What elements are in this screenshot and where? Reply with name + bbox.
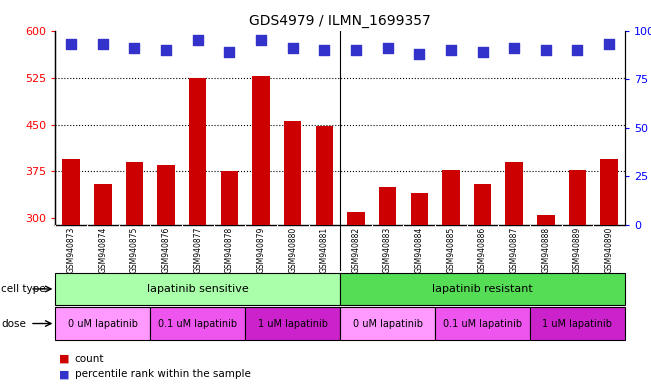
Text: dose: dose	[1, 318, 26, 329]
Bar	[474, 184, 492, 384]
Text: 0 uM lapatinib: 0 uM lapatinib	[353, 318, 422, 329]
Text: GSM940886: GSM940886	[478, 227, 487, 273]
Point	[351, 47, 361, 53]
Text: 1 uM lapatinib: 1 uM lapatinib	[542, 318, 613, 329]
Text: GSM940887: GSM940887	[510, 227, 519, 273]
Point	[382, 45, 393, 51]
Text: GSM940877: GSM940877	[193, 227, 202, 273]
Point	[66, 41, 76, 47]
Bar	[158, 165, 175, 384]
Text: count: count	[75, 354, 104, 364]
Bar	[189, 78, 206, 384]
Title: GDS4979 / ILMN_1699357: GDS4979 / ILMN_1699357	[249, 14, 431, 28]
Text: GSM940878: GSM940878	[225, 227, 234, 273]
Text: GSM940880: GSM940880	[288, 227, 297, 273]
Text: ■: ■	[59, 369, 69, 379]
Bar	[530, 307, 625, 340]
Point	[288, 45, 298, 51]
Bar	[94, 184, 111, 384]
Point	[414, 51, 424, 57]
Point	[540, 47, 551, 53]
Bar	[505, 162, 523, 384]
Text: GSM940889: GSM940889	[573, 227, 582, 273]
Bar	[340, 273, 625, 305]
Point	[509, 45, 519, 51]
Point	[193, 37, 203, 43]
Text: cell type: cell type	[1, 284, 46, 294]
Bar	[569, 170, 586, 384]
Text: GSM940885: GSM940885	[447, 227, 456, 273]
Text: GSM940879: GSM940879	[256, 227, 266, 273]
Text: GSM940890: GSM940890	[605, 227, 614, 273]
Bar	[245, 307, 340, 340]
Bar	[150, 307, 245, 340]
Bar	[537, 215, 555, 384]
Text: GSM940875: GSM940875	[130, 227, 139, 273]
Point	[477, 49, 488, 55]
Point	[256, 37, 266, 43]
Bar	[316, 126, 333, 384]
Bar	[379, 187, 396, 384]
Text: lapatinib resistant: lapatinib resistant	[432, 284, 533, 294]
Text: lapatinib sensitive: lapatinib sensitive	[147, 284, 249, 294]
Text: GSM940883: GSM940883	[383, 227, 392, 273]
Text: GSM940881: GSM940881	[320, 227, 329, 273]
Bar	[55, 307, 150, 340]
Text: GSM940874: GSM940874	[98, 227, 107, 273]
Bar	[347, 212, 365, 384]
Text: GSM940888: GSM940888	[542, 227, 550, 273]
Point	[161, 47, 171, 53]
Text: 0.1 uM lapatinib: 0.1 uM lapatinib	[158, 318, 238, 329]
Text: percentile rank within the sample: percentile rank within the sample	[75, 369, 251, 379]
Bar	[126, 162, 143, 384]
Bar	[221, 172, 238, 384]
Point	[604, 41, 615, 47]
Text: 1 uM lapatinib: 1 uM lapatinib	[258, 318, 327, 329]
Bar	[442, 170, 460, 384]
Bar	[253, 76, 270, 384]
Point	[319, 47, 329, 53]
Bar	[600, 159, 618, 384]
Text: 0.1 uM lapatinib: 0.1 uM lapatinib	[443, 318, 522, 329]
Text: GSM940882: GSM940882	[352, 227, 361, 273]
Point	[572, 47, 583, 53]
Point	[98, 41, 108, 47]
Text: GSM940873: GSM940873	[66, 227, 76, 273]
Point	[446, 47, 456, 53]
Bar	[55, 273, 340, 305]
Bar	[340, 307, 435, 340]
Text: 0 uM lapatinib: 0 uM lapatinib	[68, 318, 138, 329]
Point	[130, 45, 140, 51]
Bar	[411, 194, 428, 384]
Text: GSM940876: GSM940876	[161, 227, 171, 273]
Text: ■: ■	[59, 354, 69, 364]
Text: GSM940884: GSM940884	[415, 227, 424, 273]
Bar	[435, 307, 530, 340]
Bar	[284, 121, 301, 384]
Bar	[62, 159, 80, 384]
Point	[224, 49, 234, 55]
